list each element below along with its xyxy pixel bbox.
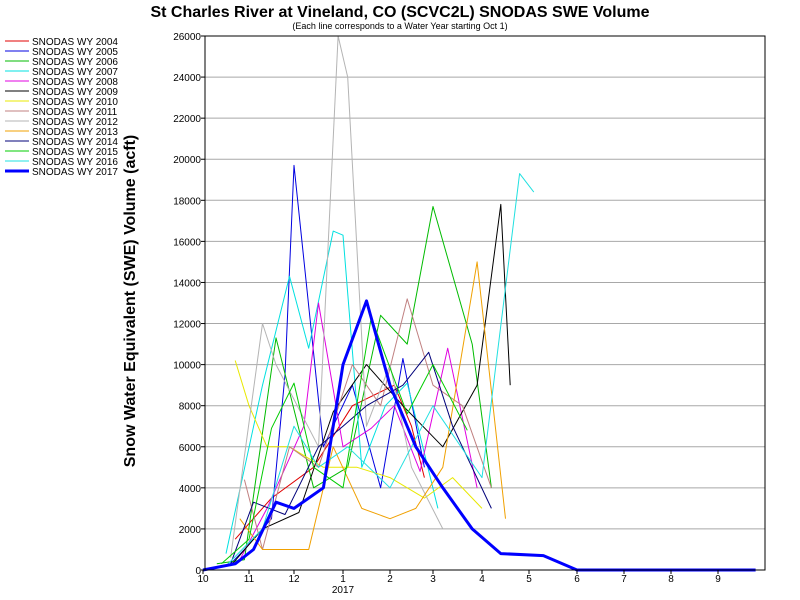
series-line-8 xyxy=(230,35,444,558)
x-tick-label: 10 xyxy=(197,574,209,585)
legend-label-9: SNODAS WY 2013 xyxy=(32,127,118,138)
legend-label-5: SNODAS WY 2009 xyxy=(32,87,118,98)
x-tick-label: 4 xyxy=(479,574,485,585)
legend-label-8: SNODAS WY 2012 xyxy=(32,117,118,128)
x-tick-label: 5 xyxy=(526,574,532,585)
series-line-4 xyxy=(239,302,478,560)
y-tick-label: 12000 xyxy=(173,320,201,331)
y-tick-label: 4000 xyxy=(179,484,202,495)
y-tick-label: 6000 xyxy=(179,443,202,454)
x-tick-label: 6 xyxy=(574,574,580,585)
y-tick-label: 20000 xyxy=(173,155,201,166)
y-tick-label: 18000 xyxy=(173,196,201,207)
y-tick-label: 0 xyxy=(195,566,201,577)
series-line-5 xyxy=(230,203,511,567)
series-line-13 xyxy=(202,299,756,572)
legend-label-7: SNODAS WY 2011 xyxy=(32,107,118,118)
y-tick-label: 24000 xyxy=(173,73,201,84)
x-tick-label: 7 xyxy=(621,574,627,585)
y-tick-label: 2000 xyxy=(179,525,202,536)
legend-label-3: SNODAS WY 2007 xyxy=(32,67,118,78)
x-tick-label: 3 xyxy=(430,574,436,585)
x-tick-label: 9 xyxy=(715,574,721,585)
chart-subtitle: (Each line corresponds to a Water Year s… xyxy=(292,21,507,31)
x-tick-label: 12 xyxy=(288,574,300,585)
plot-area xyxy=(205,36,765,570)
chart-title: St Charles River at Vineland, CO (SCVC2L… xyxy=(150,4,649,21)
x-tick-label: 8 xyxy=(668,574,674,585)
y-tick-label: 14000 xyxy=(173,278,201,289)
series-lines xyxy=(202,35,756,572)
y-tick-label: 16000 xyxy=(173,237,201,248)
legend-label-10: SNODAS WY 2014 xyxy=(32,137,118,148)
y-tick-label: 22000 xyxy=(173,114,201,125)
legend-label-2: SNODAS WY 2006 xyxy=(32,57,118,68)
series-line-6 xyxy=(234,360,483,509)
legend-label-11: SNODAS WY 2015 xyxy=(32,147,118,158)
series-line-7 xyxy=(243,298,492,550)
x-tick-label: 11 xyxy=(244,574,255,585)
y-axis: 0 2000 4000 6000 8000 10000 12000 14000 16000 180… xyxy=(173,32,205,577)
legend-label-0: SNODAS WY 2004 xyxy=(32,37,118,48)
legend-label-4: SNODAS WY 2008 xyxy=(32,77,118,88)
x-year-label: 2017 xyxy=(332,585,355,596)
legend-label-6: SNODAS WY 2010 xyxy=(32,97,118,108)
series-line-12 xyxy=(225,173,535,567)
series-line-9 xyxy=(239,261,506,550)
x-tick-label: 1 xyxy=(340,574,346,585)
legend-label-13: SNODAS WY 2017 xyxy=(32,167,118,178)
y-tick-label: 10000 xyxy=(173,361,201,372)
y-axis-label: Snow Water Equivalent (SWE) Volume (acft… xyxy=(122,135,139,467)
y-tick-label: 26000 xyxy=(173,32,201,43)
legend-label-1: SNODAS WY 2005 xyxy=(32,47,118,58)
series-line-11 xyxy=(221,316,468,565)
y-tick-label: 8000 xyxy=(179,402,202,413)
x-tick-label: 2 xyxy=(387,574,393,585)
plot-frame xyxy=(204,35,766,571)
legend-label-12: SNODAS WY 2016 xyxy=(32,157,118,168)
